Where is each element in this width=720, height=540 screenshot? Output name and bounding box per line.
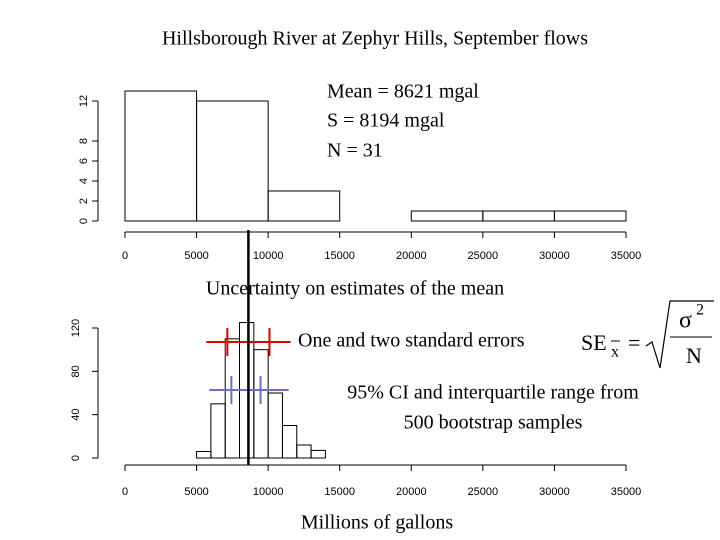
- y-tick-label: 120: [70, 319, 82, 337]
- bar: [310, 449, 326, 459]
- y-tick-label: 80: [70, 365, 82, 377]
- formula-text: 2: [696, 302, 704, 319]
- chart-title: Uncertainty on estimates of the mean: [206, 278, 504, 300]
- bar: [267, 190, 341, 222]
- y-tick-label: 8: [78, 138, 90, 144]
- x-tick-label: 10000: [253, 486, 284, 498]
- formula-text: x: [611, 344, 619, 361]
- x-tick-label: 20000: [396, 486, 427, 498]
- bar: [410, 210, 484, 222]
- x-tick-label: 20000: [396, 250, 427, 262]
- bar: [124, 90, 198, 222]
- x-tick-label: 25000: [468, 486, 499, 498]
- y-tick-label: 0: [70, 455, 82, 461]
- x-tick-label: 5000: [184, 486, 208, 498]
- x-tick-label: 0: [122, 486, 128, 498]
- formula-text: σ: [679, 308, 692, 334]
- formula-text: =: [628, 330, 640, 355]
- annotation: N = 31: [327, 140, 383, 162]
- x-tick-label: 15000: [324, 250, 355, 262]
- x-tick-label: 30000: [539, 486, 570, 498]
- formula-text: SE: [581, 330, 607, 355]
- x-tick-label: 25000: [468, 250, 499, 262]
- y-tick-label: 2: [78, 198, 90, 204]
- annotation: Mean = 8621 mgal: [327, 81, 479, 103]
- bar: [267, 392, 283, 459]
- interval-label: One and two standard errors: [298, 330, 525, 352]
- bar: [196, 451, 212, 459]
- formula-root: [645, 300, 714, 369]
- x-tick-label: 35000: [611, 486, 642, 498]
- formula: SE x = σ 2 N: [581, 300, 714, 369]
- bar: [196, 100, 269, 222]
- x-axis-label: Millions of gallons: [301, 512, 453, 534]
- x-tick-label: 15000: [324, 486, 355, 498]
- y-tick-label: 12: [78, 95, 90, 107]
- bar: [482, 210, 555, 222]
- x-tick-label: 30000: [539, 250, 570, 262]
- y-tick-label: 40: [70, 409, 82, 421]
- bar: [281, 425, 298, 459]
- bar: [553, 210, 627, 222]
- y-tick-label: 6: [78, 158, 90, 164]
- x-tick-label: 10000: [253, 250, 284, 262]
- interval-label: 95% CI and interquartile range from: [347, 382, 639, 404]
- chart-title: Hillsborough River at Zephyr Hills, Sept…: [162, 28, 588, 50]
- annotation: S = 8194 mgal: [327, 110, 445, 132]
- y-tick-label: 0: [78, 218, 90, 224]
- x-tick-label: 0: [122, 250, 128, 262]
- x-tick-label: 5000: [184, 250, 208, 262]
- interval-label: 500 bootstrap samples: [404, 412, 583, 434]
- x-tick-label: 35000: [611, 250, 642, 262]
- bar: [224, 338, 241, 459]
- y-tick-label: 4: [78, 178, 90, 184]
- formula-text: N: [686, 343, 702, 368]
- bar: [210, 403, 226, 459]
- bar: [296, 444, 312, 459]
